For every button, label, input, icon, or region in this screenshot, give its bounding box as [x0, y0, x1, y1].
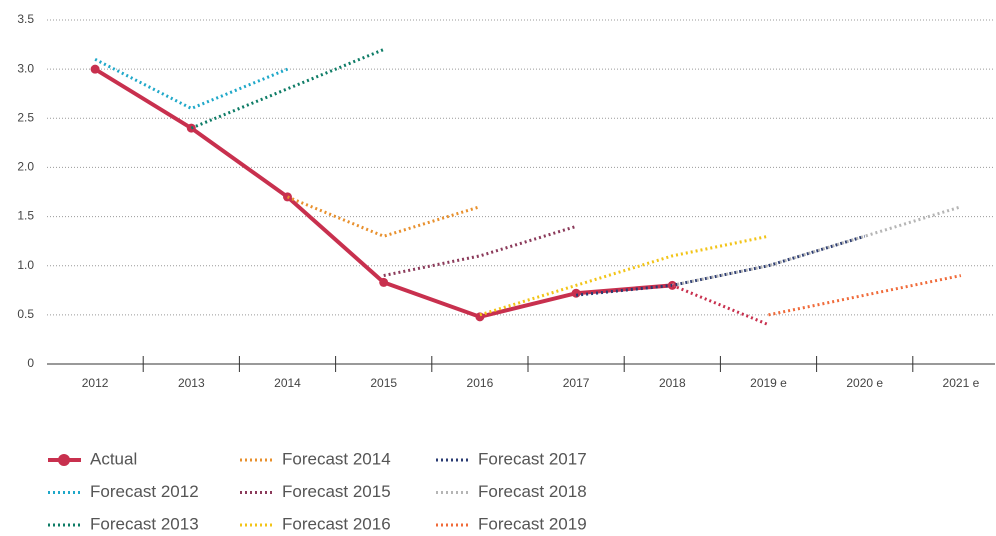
legend-label: Forecast 2012	[90, 482, 199, 501]
legend-label: Actual	[90, 449, 137, 468]
series-point	[186, 123, 196, 133]
legend-label: Forecast 2013	[90, 514, 199, 533]
legend-label: Forecast 2015	[282, 482, 391, 501]
series-point	[571, 288, 581, 298]
series-line	[575, 234, 866, 297]
x-tick-label: 2012	[82, 376, 109, 390]
x-tick-label: 2018	[659, 376, 686, 390]
series-line	[671, 283, 770, 327]
x-tick-label: 2020 e	[846, 376, 883, 390]
legend-marker	[58, 454, 70, 466]
series-line	[94, 57, 289, 111]
x-tick-label: 2015	[370, 376, 397, 390]
series-line	[768, 274, 962, 317]
legend-label: Forecast 2019	[478, 514, 587, 533]
y-tick-label: 2.0	[17, 160, 34, 174]
series-point	[475, 312, 485, 322]
x-tick-label: 2014	[274, 376, 301, 390]
legend-label: Forecast 2017	[478, 449, 587, 468]
legend-label: Forecast 2016	[282, 514, 391, 533]
series-line	[286, 195, 481, 238]
x-tick-label: 2017	[563, 376, 590, 390]
legend-label: Forecast 2014	[282, 449, 391, 468]
y-tick-label: 3.0	[17, 61, 34, 75]
series-line	[383, 224, 577, 278]
y-tick-label: 2.5	[17, 110, 34, 124]
y-tick-label: 0.5	[17, 307, 34, 321]
x-tick-label: 2016	[467, 376, 494, 390]
x-tick-label: 2021 e	[943, 376, 980, 390]
legend-label: Forecast 2018	[478, 482, 587, 501]
x-tick-label: 2019 e	[750, 376, 787, 390]
y-tick-label: 1.0	[17, 258, 34, 272]
series-line	[190, 48, 385, 130]
y-tick-label: 0	[27, 356, 34, 370]
series-line	[479, 234, 769, 317]
series-point	[90, 64, 100, 74]
y-tick-label: 1.5	[17, 209, 34, 223]
y-tick-label: 3.5	[17, 12, 34, 26]
series-point	[379, 277, 389, 287]
x-tick-label: 2013	[178, 376, 205, 390]
